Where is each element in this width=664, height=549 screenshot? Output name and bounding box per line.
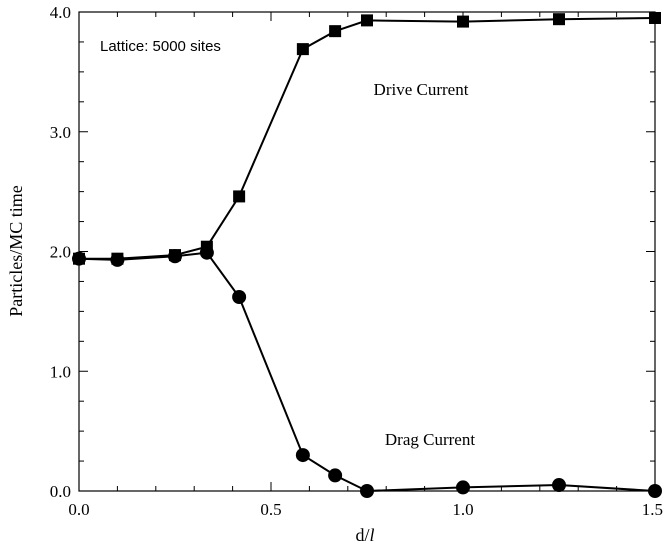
drag-current-point	[456, 480, 470, 495]
drag-current-point	[72, 251, 86, 266]
y-axis-label: Particles/MC time	[6, 185, 26, 316]
x-tick-label: 0.5	[260, 500, 281, 519]
y-tick-label: 1.0	[50, 362, 71, 381]
drive-current-point	[457, 15, 469, 28]
plot-frame	[78, 11, 656, 492]
x-tick-label: 1.0	[452, 500, 473, 519]
drag-current-point	[232, 290, 247, 305]
drag-current-point	[360, 484, 374, 498]
drive-current-point	[329, 25, 342, 38]
y-tick-label: 3.0	[50, 123, 71, 142]
drag-current-point	[648, 484, 662, 498]
drag-current-point	[328, 468, 343, 483]
drag-current-annotation: Drag Current	[385, 430, 475, 449]
x-axis-label-main: d/	[355, 525, 369, 545]
x-tick-label: 0.0	[68, 500, 89, 519]
x-axis-label: d/l	[355, 525, 374, 545]
drive-current-point	[233, 190, 246, 203]
drag-current-point	[168, 249, 182, 264]
drive-current-point	[296, 43, 309, 56]
y-tick-label: 0.0	[50, 482, 71, 501]
drag-current-point	[552, 478, 566, 493]
drag-current-point	[199, 245, 214, 260]
drag-current-line	[78, 251, 656, 493]
x-tick-label: 1.5	[642, 500, 663, 519]
drag-current-point	[295, 448, 310, 463]
y-tick-label: 4.0	[50, 3, 71, 22]
drive-current-point	[649, 11, 661, 24]
y-tick-label: 2.0	[50, 243, 71, 262]
series	[72, 11, 662, 498]
axes	[78, 11, 656, 492]
x-axis-label-italic: l	[370, 525, 375, 545]
drive-current-point	[361, 14, 373, 27]
labels: Particles/MC time d/l Lattice: 5000 site…	[6, 38, 475, 545]
drive-current-annotation: Drive Current	[374, 80, 469, 99]
drive-current-point	[553, 13, 565, 26]
lattice-annotation: Lattice: 5000 sites	[100, 38, 221, 55]
ticks: 0.0 1.0 2.0 3.0 4.0 0.0 0.5 1.0 1.5	[50, 3, 663, 519]
drag-current-point	[110, 252, 125, 267]
